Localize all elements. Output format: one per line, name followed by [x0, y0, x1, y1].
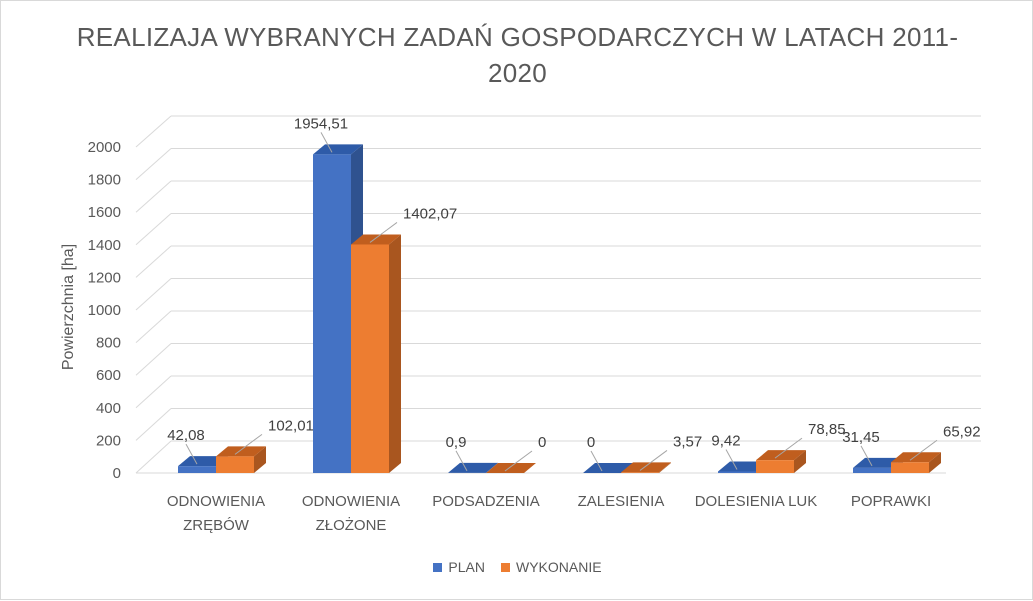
bar-top-wykonanie [621, 462, 671, 473]
bar-top-wykonanie [351, 234, 401, 245]
legend-item-plan: PLAN [433, 559, 485, 575]
x-tick-label: ZALESIENIA [578, 493, 665, 510]
bar-top-plan [178, 456, 228, 467]
data-label-leader [504, 450, 533, 472]
data-label-leader [320, 132, 333, 153]
bar-top-plan [313, 144, 363, 155]
bar-wykonanie [621, 472, 659, 473]
chart-title: REALIZAJA WYBRANYCH ZADAŃ GOSPODARCZYCH … [1, 19, 1033, 91]
legend: PLAN WYKONANIE [1, 559, 1033, 575]
gridline-side [135, 115, 172, 148]
y-tick-label: 1000 [88, 302, 121, 319]
bar-plan [313, 154, 351, 474]
x-tick-label: DOLESIENIA LUK [695, 493, 818, 510]
bar-side-wykonanie [254, 446, 266, 473]
data-label-wykonanie: 1402,07 [403, 205, 457, 222]
y-tick-label: 1800 [88, 172, 121, 189]
bar-side-wykonanie [389, 234, 401, 473]
gridline-side [135, 148, 172, 180]
bar-plan [718, 471, 756, 473]
data-label-plan: 1954,51 [294, 115, 348, 132]
bar-plan [178, 466, 216, 473]
data-label-leader [909, 439, 938, 461]
data-label-plan: 0 [587, 434, 595, 451]
data-label-leader [639, 450, 668, 471]
bar-top-plan [448, 462, 498, 473]
gridline-side [135, 245, 172, 278]
data-label-leader [234, 433, 263, 455]
bar-wykonanie [216, 456, 254, 473]
y-tick-label: 1200 [88, 269, 121, 286]
bar-top-wykonanie [216, 446, 266, 457]
data-label-leader [725, 449, 738, 470]
data-label-plan: 9,42 [711, 432, 740, 449]
bar-top-plan [853, 457, 903, 468]
bar-side-wykonanie [659, 462, 671, 473]
data-label-wykonanie: 102,01 [268, 417, 314, 434]
data-label-leader [774, 437, 803, 459]
y-tick-label: 0 [113, 465, 121, 482]
y-axis-label: Powierzchnia [ha] [60, 244, 77, 370]
bar-side-wykonanie [929, 452, 941, 473]
gridline-side [135, 180, 172, 213]
data-label-leader [590, 450, 603, 472]
y-tick-label: 600 [96, 367, 121, 384]
y-tick-label: 2000 [88, 139, 121, 156]
gridline-side [135, 213, 172, 246]
y-tick-label: 1400 [88, 237, 121, 254]
y-tick-label: 200 [96, 432, 121, 449]
x-tick-label: PODSADZENIA [432, 493, 540, 510]
bar-plan [853, 467, 891, 473]
gridline-side [135, 440, 172, 474]
y-tick-label: 400 [96, 400, 121, 417]
bar-wykonanie [891, 462, 929, 473]
data-label-wykonanie: 78,85 [808, 421, 846, 438]
bar-wykonanie [756, 460, 794, 473]
gridline-side [135, 278, 172, 311]
chart-title-line-2: 2020 [487, 58, 548, 88]
legend-label-wykonanie: WYKONANIE [516, 559, 602, 575]
data-label-wykonanie: 3,57 [673, 433, 702, 450]
bar-side-wykonanie [794, 450, 806, 473]
y-tick-label: 1600 [88, 204, 121, 221]
data-label-leader [860, 445, 873, 467]
x-tick-label: ODNOWIENIA [302, 493, 400, 510]
data-label-wykonanie: 65,92 [943, 423, 981, 440]
data-label-leader [369, 222, 398, 243]
legend-label-plan: PLAN [448, 559, 485, 575]
data-label-plan: 31,45 [842, 429, 880, 446]
bar-side-plan [486, 462, 498, 473]
bar-top-wykonanie [756, 450, 806, 461]
gridline-side [135, 343, 172, 376]
y-tick-label: 800 [96, 335, 121, 352]
x-tick-label: ZŁOŻONE [316, 516, 387, 534]
chart-title-line-1: REALIZAJA WYBRANYCH ZADAŃ GOSPODARCZYCH … [76, 22, 959, 52]
x-tick-label: ODNOWIENIA [167, 493, 265, 510]
bar-top-wykonanie [891, 452, 941, 463]
legend-swatch-plan [433, 562, 443, 572]
x-tick-label: POPRAWKI [851, 493, 931, 510]
data-label-leader [455, 450, 468, 472]
legend-swatch-wykonanie [501, 562, 510, 572]
legend-item-wykonanie: WYKONANIE [501, 559, 602, 575]
data-label-plan: 42,08 [167, 427, 205, 444]
bar-top-wykonanie [486, 463, 536, 473]
gridline-side [135, 375, 172, 409]
x-tick-label: ZRĘBÓW [183, 517, 250, 534]
gridline-side [135, 408, 172, 441]
bar-top-plan [583, 463, 633, 473]
data-label-plan: 0,9 [446, 434, 467, 451]
bar-wykonanie [351, 244, 389, 473]
data-label-leader [185, 443, 198, 465]
bar-top-plan [718, 461, 768, 472]
gridline-side [135, 310, 172, 343]
data-label-wykonanie: 0 [538, 434, 546, 451]
